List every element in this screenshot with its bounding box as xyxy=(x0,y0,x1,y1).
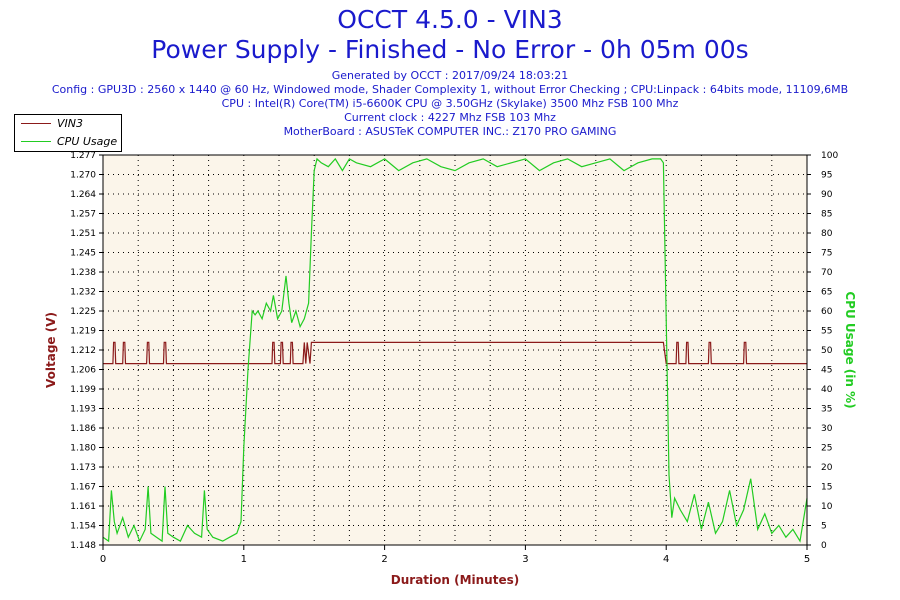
x-tick-label: 3 xyxy=(522,554,528,565)
legend-swatch-vin3 xyxy=(21,123,51,124)
x-tick-label: 1 xyxy=(241,554,247,565)
y-right-tick-label: 40 xyxy=(821,385,833,395)
info-clock: Current clock : 4227 Mhz FSB 103 Mhz xyxy=(344,111,556,124)
info-motherboard: MotherBoard : ASUSTeK COMPUTER INC.: Z17… xyxy=(283,125,617,138)
legend-item-cpu: CPU Usage xyxy=(15,133,121,151)
y-right-tick-label: 10 xyxy=(821,502,833,512)
x-tick-label: 5 xyxy=(804,554,810,565)
y-right-tick-label: 70 xyxy=(821,268,833,278)
y-left-tick-label: 1.148 xyxy=(70,541,96,551)
y-left-tick-label: 1.212 xyxy=(70,346,96,356)
info-cpu: CPU : Intel(R) Core(TM) i5-6600K CPU @ 3… xyxy=(221,97,679,110)
y-left-tick-label: 1.232 xyxy=(70,288,96,298)
legend-item-vin3: VIN3 xyxy=(15,115,121,133)
y-left-tick-label: 1.264 xyxy=(70,190,96,200)
y-left-tick-label: 1.277 xyxy=(70,151,96,161)
y-right-tick-label: 95 xyxy=(821,171,832,181)
x-tick-label: 0 xyxy=(100,554,106,565)
chart-subtitle: Power Supply - Finished - No Error - 0h … xyxy=(151,35,749,64)
y-right-tick-label: 60 xyxy=(821,307,833,317)
y-left-tick-label: 1.245 xyxy=(70,249,96,259)
y-right-tick-label: 5 xyxy=(821,522,827,532)
y-right-tick-label: 50 xyxy=(821,346,833,356)
legend-swatch-cpu xyxy=(21,141,51,142)
y-left-tick-label: 1.180 xyxy=(70,444,96,454)
y-left-tick-label: 1.199 xyxy=(70,385,96,395)
y-left-tick-label: 1.193 xyxy=(70,405,96,415)
y-right-tick-label: 0 xyxy=(821,541,827,551)
y-right-tick-label: 45 xyxy=(821,366,832,376)
y-left-tick-label: 1.161 xyxy=(70,502,96,512)
chart-title: OCCT 4.5.0 - VIN3 xyxy=(337,5,563,34)
y-left-tick-label: 1.257 xyxy=(70,210,96,220)
y-left-tick-label: 1.206 xyxy=(70,366,96,376)
x-tick-labels: 0 1 2 3 4 5 xyxy=(100,554,810,565)
y-right-tick-label: 75 xyxy=(821,249,832,259)
series-line-cpu-usage xyxy=(102,157,808,543)
x-tick-label: 4 xyxy=(663,554,669,565)
y-left-tick-label: 1.186 xyxy=(70,424,96,434)
y-left-tick-label: 1.167 xyxy=(70,483,96,493)
y-right-tick-label: 15 xyxy=(821,483,832,493)
y-right-tick-label: 55 xyxy=(821,327,832,337)
y-left-tick-label: 1.238 xyxy=(70,268,96,278)
y-left-tick-label: 1.173 xyxy=(70,463,96,473)
y-left-tick-label: 1.225 xyxy=(70,307,96,317)
y-left-tick-label: 1.219 xyxy=(70,327,96,337)
y-right-tick-label: 25 xyxy=(821,444,832,454)
y-left-tick-label: 1.270 xyxy=(70,171,96,181)
y-right-tick-label: 85 xyxy=(821,210,832,220)
x-axis-label: Duration (Minutes) xyxy=(391,573,519,587)
y-right-tick-label: 65 xyxy=(821,288,832,298)
y-right-tick-label: 100 xyxy=(821,151,838,161)
info-generated: Generated by OCCT : 2017/09/24 18:03:21 xyxy=(331,69,569,82)
data-lines xyxy=(102,157,808,543)
y-right-tick-labels: 0 5 10 15 20 25 30 35 40 45 50 55 60 65 70 75 80 85 90 95 10… xyxy=(821,151,838,551)
chart-legend: VIN3 CPU Usage xyxy=(14,114,122,152)
series-line-vin3 xyxy=(103,341,807,365)
legend-label-cpu: CPU Usage xyxy=(57,135,118,148)
y-left-axis-label: Voltage (V) xyxy=(44,312,58,388)
y-left-tick-label: 1.251 xyxy=(70,229,96,239)
y-right-tick-label: 30 xyxy=(821,424,833,434)
y-right-tick-label: 20 xyxy=(821,463,833,473)
y-left-tick-label: 1.154 xyxy=(70,522,96,532)
y-right-tick-label: 90 xyxy=(821,190,833,200)
y-left-tick-labels: 1.148 1.154 1.161 1.167 1.173 1.180 1.186 1.193… xyxy=(70,151,96,551)
y-right-axis-label: CPU Usage (in %) xyxy=(843,291,857,408)
grid-lines xyxy=(99,154,811,550)
info-config: Config : GPU3D : 2560 x 1440 @ 60 Hz, Wi… xyxy=(51,83,849,96)
y-right-tick-label: 80 xyxy=(821,229,833,239)
x-tick-label: 2 xyxy=(381,554,387,565)
y-right-tick-label: 35 xyxy=(821,405,832,415)
legend-label-vin3: VIN3 xyxy=(57,117,83,130)
plot-border xyxy=(102,154,808,546)
